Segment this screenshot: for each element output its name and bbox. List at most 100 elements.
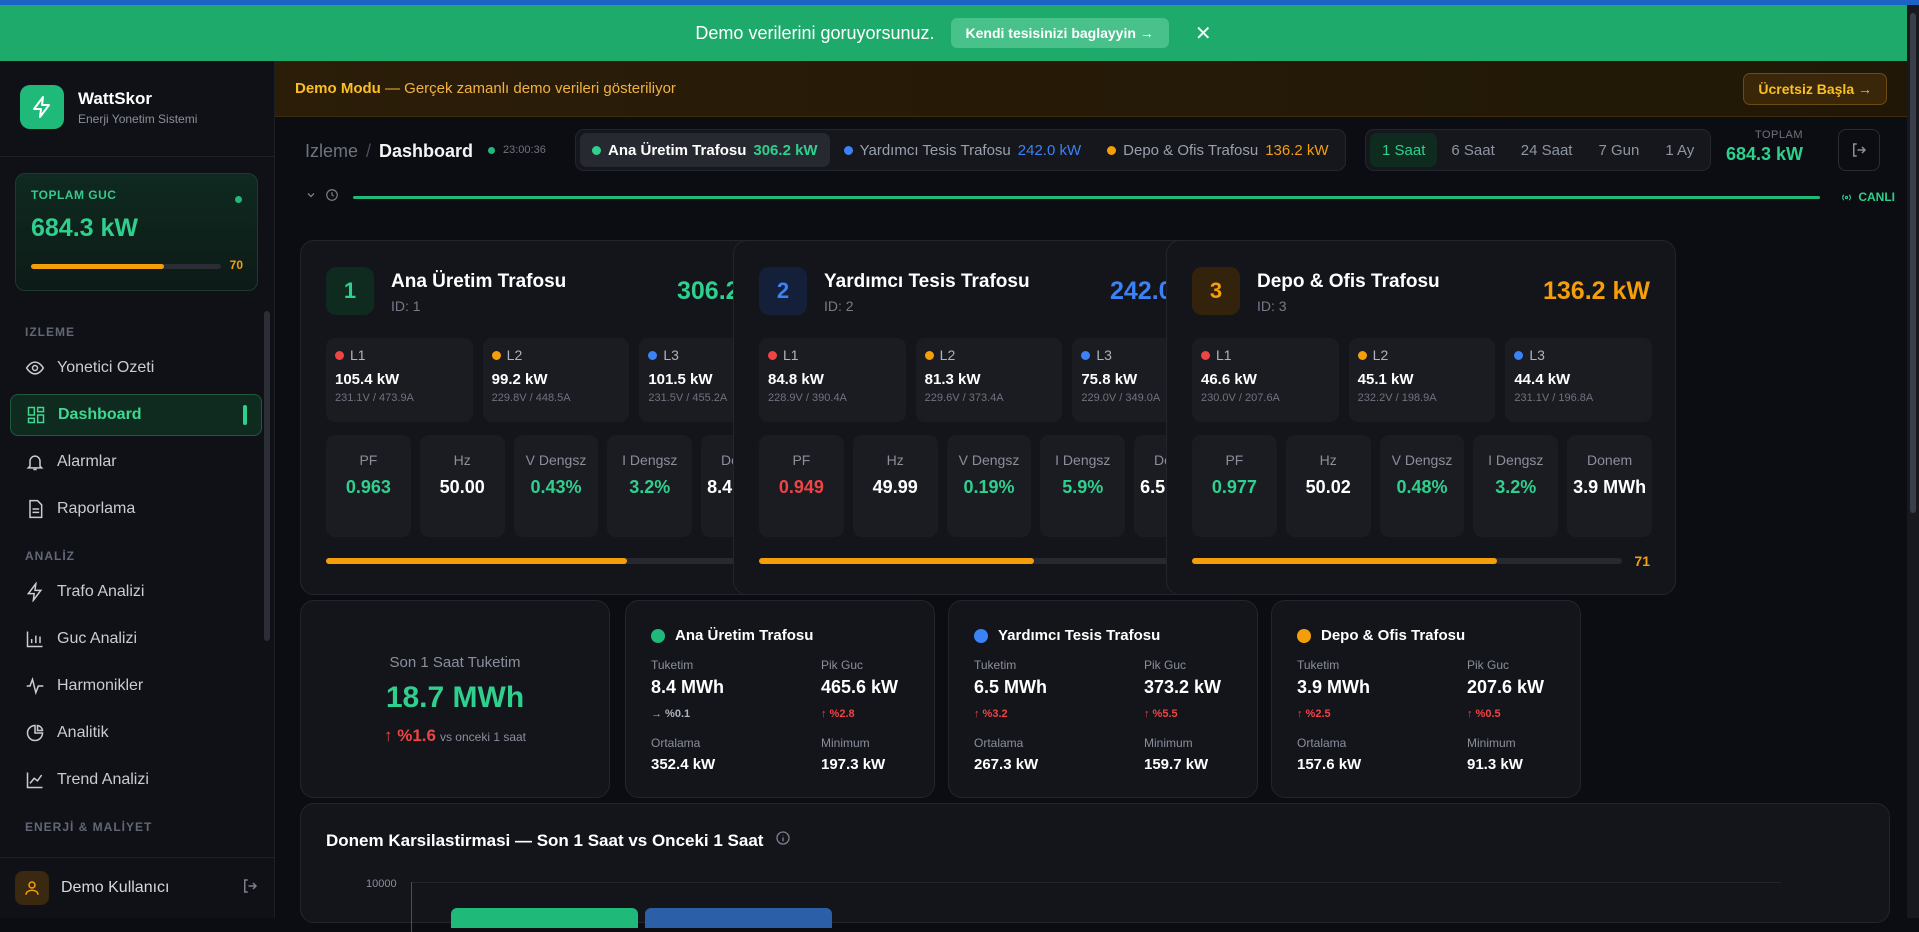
metric-label: I Dengsz: [622, 452, 678, 468]
sidebar-item-harmonikler[interactable]: Harmonikler: [10, 665, 262, 707]
phase-dot-icon: [1201, 350, 1210, 360]
phase-dot-icon: [924, 350, 934, 360]
score-value: 71: [1634, 553, 1650, 569]
demo-mode-label: Demo Modu: [295, 80, 381, 97]
summary-name: Yardımcı Tesis Trafosu: [998, 627, 1161, 644]
metric-v-dengsz: V Dengsz 0.19%: [946, 435, 1032, 537]
range-button-1-saat[interactable]: 1 Saat: [1370, 133, 1438, 167]
logout-icon[interactable]: [241, 877, 259, 900]
sidebar-item-dashboard[interactable]: Dashboard: [10, 394, 262, 436]
transformer-name: Yardımcı Tesis Trafosu: [824, 271, 1030, 292]
logout-icon: [1853, 143, 1867, 157]
metric-hz: Hz 49.99: [852, 435, 938, 537]
stat-change: ↑ %0.5: [1467, 708, 1501, 720]
sidebar-item-guc-analizi[interactable]: Guc Analizi: [10, 618, 262, 660]
timeline-progress[interactable]: [353, 195, 1821, 199]
period-comparison-card: Donem Karsilastirmasi — Son 1 Saat vs On…: [300, 803, 1890, 932]
metric-value: 0.963: [345, 477, 391, 497]
sidebar-item-label: Harmonikler: [57, 677, 144, 694]
score-bar-fill: [1192, 558, 1498, 564]
phase-voltage-current: 228.9V / 390.4A: [768, 392, 847, 404]
metric-label: V Dengsz: [525, 452, 587, 468]
broadcast-icon: [1842, 193, 1852, 201]
consumption-card: Son 1 Saat Tuketim 18.7 MWh ↑ %1.6 vs onc…: [300, 600, 610, 798]
lightning-icon: [25, 582, 45, 602]
dashboard-grid-icon: [26, 405, 46, 425]
stat-value: 159.7 kW: [1144, 756, 1209, 773]
page-scrollbar[interactable]: [1907, 5, 1919, 918]
connect-facility-button[interactable]: Kendi tesisinizi baglayyin →: [950, 18, 1169, 48]
last-update: 23:00:36: [488, 144, 546, 156]
info-icon[interactable]: [775, 830, 791, 851]
phase-name: L1: [350, 347, 366, 363]
exit-button[interactable]: [1838, 129, 1880, 171]
metric-label: Hz: [453, 452, 471, 468]
stat-value: 465.6 kW: [821, 677, 899, 697]
bar-chart-icon: [25, 629, 45, 649]
phase-power: 45.1 kW: [1357, 371, 1414, 388]
breadcrumb-root[interactable]: Izleme: [305, 141, 359, 161]
start-free-button[interactable]: Ücretsiz Başla →: [1743, 72, 1887, 105]
tab-yard-mc-tesis-trafosu[interactable]: Yardımcı Tesis Trafosu 242.0 kW: [832, 133, 1094, 167]
current-period-bar[interactable]: [451, 908, 638, 928]
score-bar: [1192, 558, 1622, 564]
phase-name: L3: [663, 347, 679, 363]
tab-depo-ofis-trafosu[interactable]: Depo & Ofis Trafosu 136.2 kW: [1095, 133, 1340, 167]
sidebar-item-trend-analizi[interactable]: Trend Analizi: [10, 759, 262, 801]
scrollbar-thumb[interactable]: [1910, 13, 1916, 513]
phase-name-row: L2: [1357, 347, 1487, 363]
stat-label: Ortalama: [651, 736, 701, 750]
stat-label: Pik Guc: [1144, 658, 1187, 672]
range-button-24-saat[interactable]: 24 Saat: [1520, 141, 1573, 159]
user-name: Demo Kullanıcı: [61, 879, 170, 896]
previous-period-bar[interactable]: [645, 908, 832, 928]
stat-label: Tuketim: [974, 658, 1017, 672]
close-icon[interactable]: ✕: [1194, 22, 1212, 45]
metric-value: 3.2%: [629, 477, 671, 497]
header-total-value: 684.3 kW: [1725, 144, 1803, 164]
summary-header: Yardımcı Tesis Trafosu: [974, 627, 1160, 644]
status-dot-icon: [592, 145, 601, 155]
tab-label: Depo & Ofis Trafosu: [1123, 141, 1259, 159]
transformer-summary-card: Yardımcı Tesis Trafosu Tuketim 6.5 MWh ↑ %3…: [948, 600, 1258, 798]
phase-dot-icon: [768, 350, 777, 360]
phase-name: L1: [1216, 347, 1232, 363]
range-button-7-gun[interactable]: 7 Gun: [1598, 141, 1640, 159]
sidebar-item-raporlama[interactable]: Raporlama: [10, 488, 262, 530]
sidebar-item-analitik[interactable]: Analitik: [10, 712, 262, 754]
summary-stat: Ortalama 267.3 kW: [974, 736, 1134, 773]
sidebar-item-label: Raporlama: [57, 500, 136, 517]
tab-ana-retim-trafosu[interactable]: Ana Üretim Trafosu 306.2 kW: [580, 133, 830, 167]
range-button-6-saat[interactable]: 6 Saat: [1451, 141, 1495, 159]
tab-label: Yardımcı Tesis Trafosu: [859, 141, 1011, 159]
sidebar-item-yonetici-ozeti[interactable]: Yonetici Ozeti: [10, 347, 262, 389]
phase-name-row: L2: [491, 347, 621, 363]
score-bar: [326, 558, 756, 564]
header-total-label: TOPLAM: [1754, 129, 1803, 141]
metric-hz: Hz 50.00: [419, 435, 505, 537]
status-dot-icon: [843, 145, 853, 155]
summary-stat: Ortalama 157.6 kW: [1297, 736, 1457, 773]
sidebar-item-alarmlar[interactable]: Alarmlar: [10, 441, 262, 483]
brand[interactable]: WattSkor Enerji Yonetim Sistemi: [20, 85, 197, 129]
sidebar-item-trafo-analizi[interactable]: Trafo Analizi: [10, 571, 262, 613]
stat-value: 197.3 kW: [821, 756, 886, 773]
breadcrumb-separator: /: [366, 141, 372, 161]
stat-label: Tuketim: [1297, 658, 1340, 672]
comparison-header: Donem Karsilastirmasi — Son 1 Saat vs On…: [326, 830, 791, 851]
stat-label: Minimum: [1467, 736, 1516, 750]
phase-list: L1 46.6 kW 230.0V / 207.6A L2 45.1 kW 232.2V …: [1192, 338, 1653, 422]
user-avatar-icon[interactable]: [15, 871, 49, 905]
phase-dot-icon: [1081, 350, 1091, 360]
chevron-down-icon[interactable]: [305, 188, 317, 206]
consumption-change-value: ↑ %1.6: [383, 726, 436, 745]
stat-change: → %0.1: [651, 708, 691, 720]
range-button-1-ay[interactable]: 1 Ay: [1665, 141, 1695, 159]
dashboard-header: Izleme / Dashboard 23:00:36 Ana Üretim Tra…: [275, 117, 1907, 177]
status-dot-icon: [974, 628, 988, 643]
phase-name: L1: [783, 347, 799, 363]
metric-label: V Dengsz: [1391, 452, 1453, 468]
sidebar-scrollbar[interactable]: [264, 311, 270, 641]
stat-label: Minimum: [821, 736, 870, 750]
